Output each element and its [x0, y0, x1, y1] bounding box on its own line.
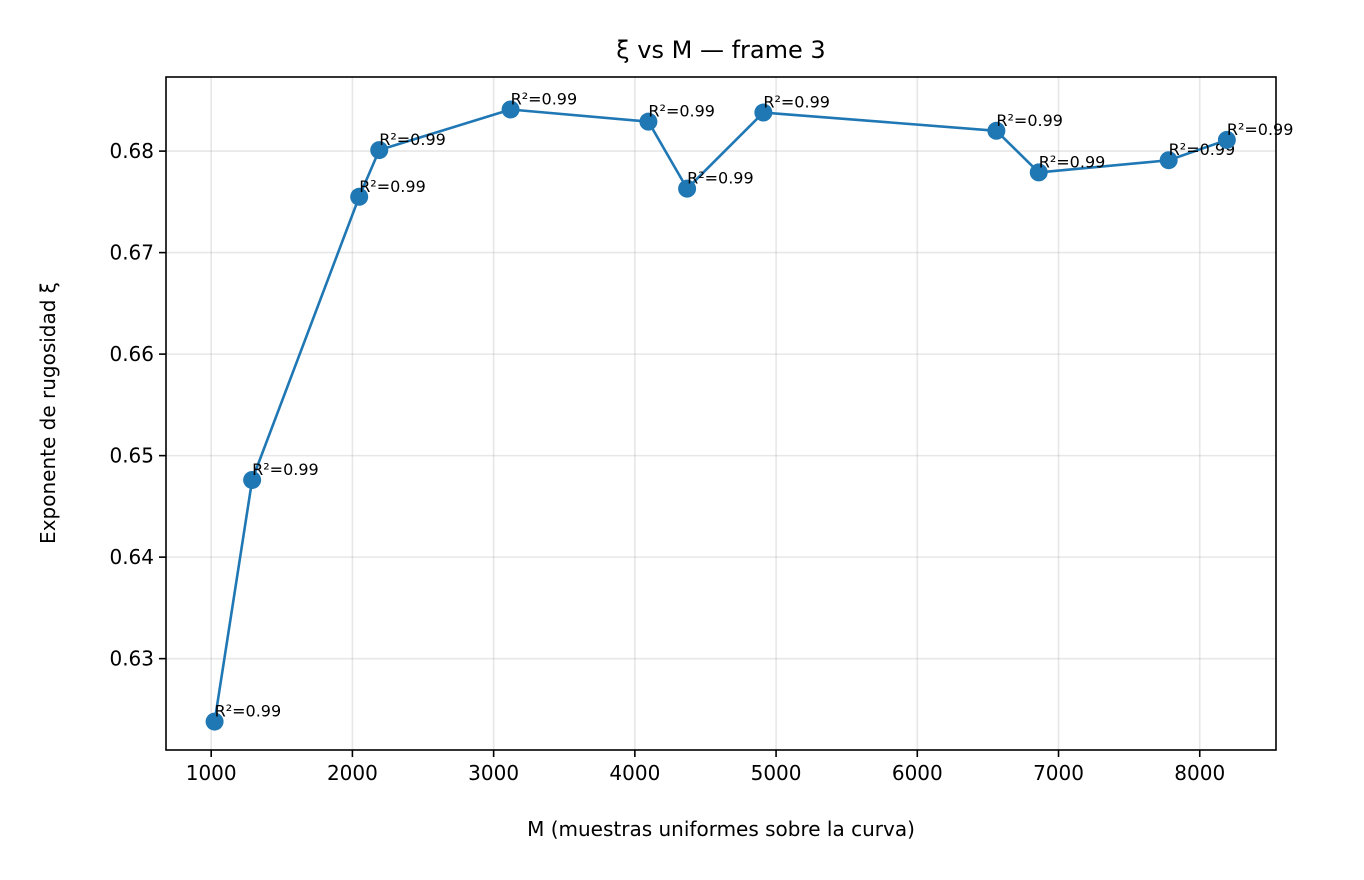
point-annotation: R²=0.99	[1169, 140, 1236, 159]
x-axis-label: M (muestras uniformes sobre la curva)	[527, 817, 915, 841]
y-tick-label: 0.64	[109, 545, 154, 569]
grid	[166, 77, 1276, 750]
x-tick-label: 8000	[1174, 761, 1225, 785]
data-point	[639, 112, 658, 131]
data-point	[1029, 163, 1048, 182]
point-annotation: R²=0.99	[1227, 120, 1294, 139]
data-point	[205, 712, 224, 731]
x-tick-label: 6000	[892, 761, 943, 785]
x-tick-label: 1000	[186, 761, 237, 785]
point-annotation: R²=0.99	[379, 130, 446, 149]
y-axis: 0.63 0.64 0.65 0.66 0.67 0.68	[109, 139, 166, 671]
y-tick-label: 0.63	[109, 647, 154, 671]
chart-title: ξ vs M — frame 3	[616, 36, 825, 64]
y-tick-label: 0.67	[109, 241, 154, 265]
point-annotation: R²=0.99	[1039, 152, 1106, 171]
x-tick-label: 3000	[468, 761, 519, 785]
x-tick-label: 5000	[751, 761, 802, 785]
y-tick-label: 0.66	[109, 342, 154, 366]
y-axis-label: Exponente de rugosidad ξ	[36, 282, 60, 544]
data-point	[1159, 151, 1178, 170]
x-tick-label: 4000	[609, 761, 660, 785]
point-annotation: R²=0.99	[359, 177, 426, 196]
data-point	[987, 121, 1006, 140]
point-annotation: R²=0.99	[996, 111, 1063, 130]
plot-frame	[165, 76, 1277, 751]
point-annotation: R²=0.99	[763, 93, 830, 112]
data-point	[370, 141, 389, 160]
data-point	[754, 103, 773, 122]
point-annotation: R²=0.99	[648, 102, 715, 121]
y-tick-label: 0.68	[109, 139, 154, 163]
data-point	[678, 179, 697, 198]
point-annotation: R²=0.99	[687, 169, 754, 188]
data-point	[243, 470, 262, 489]
data-point	[350, 187, 369, 206]
point-annotation: R²=0.99	[511, 89, 578, 108]
series-group: R²=0.99R²=0.99R²=0.99R²=0.99R²=0.99R²=0.…	[205, 89, 1294, 731]
data-point	[1217, 130, 1236, 149]
data-point	[501, 100, 520, 119]
x-axis: 1000 2000 3000 4000 5000 6000 7000 8000	[186, 750, 1225, 785]
point-annotation: R²=0.99	[215, 702, 282, 721]
y-tick-label: 0.65	[109, 444, 154, 468]
x-tick-label: 7000	[1033, 761, 1084, 785]
series-line	[213, 108, 1228, 722]
x-tick-label: 2000	[327, 761, 378, 785]
point-annotation: R²=0.99	[252, 460, 319, 479]
